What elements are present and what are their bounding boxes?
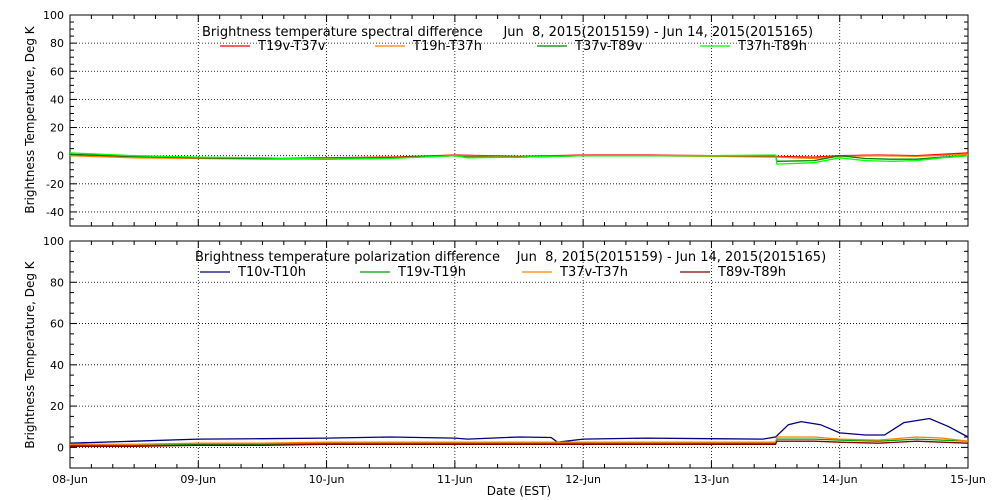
x-tick-label: 10-Jun — [309, 473, 345, 486]
y-tick-label: 100 — [43, 235, 64, 248]
x-tick-label: 13-Jun — [694, 473, 730, 486]
y-axis-label: Brightness Temperature, Deg K — [23, 260, 37, 448]
chart-title: Brightness temperature polarization diff… — [195, 250, 826, 265]
legend-label: T19h-T37h — [412, 39, 482, 54]
legend-label: T19v-T37v — [257, 39, 326, 54]
spectral-difference-panel: Brightness temperature spectral differen… — [23, 9, 969, 227]
x-tick-label: 14-Jun — [822, 473, 858, 486]
legend-label: T10v-T10h — [237, 265, 306, 280]
x-tick-label: 12-Jun — [565, 473, 601, 486]
y-tick-label: 40 — [50, 93, 64, 106]
x-tick-label: 15-Jun — [950, 473, 986, 486]
legend-label: T19v-T19h — [397, 265, 466, 280]
y-tick-label: 60 — [50, 65, 64, 78]
legend-label: T37v-T37h — [559, 265, 628, 280]
plot-frame — [69, 14, 969, 227]
x-tick-label: 08-Jun — [52, 473, 88, 486]
plot-frame — [69, 240, 969, 469]
legend-label: T37h-T89h — [737, 39, 807, 54]
x-axis-label: Date (EST) — [487, 484, 551, 498]
legend-label: T89v-T89h — [717, 265, 786, 280]
x-tick-label: 09-Jun — [180, 473, 216, 486]
legend-label: T37v-T89v — [574, 39, 643, 54]
y-tick-label: 100 — [43, 9, 64, 22]
series-line-t37h-t89h — [69, 152, 969, 165]
y-tick-label: -40 — [46, 206, 64, 219]
y-tick-label: 60 — [50, 318, 64, 331]
y-tick-label: 20 — [50, 122, 64, 135]
y-tick-label: 80 — [50, 276, 64, 289]
series-line-t19v-t19h — [70, 438, 969, 446]
series-line-t89v-t89h — [70, 440, 969, 447]
polarization-difference-panel: Brightness temperature polarization diff… — [23, 235, 986, 498]
y-tick-label: 80 — [50, 37, 64, 50]
y-tick-label: -20 — [46, 178, 64, 191]
x-tick-label: 11-Jun — [437, 473, 473, 486]
y-tick-label: 0 — [57, 441, 64, 454]
y-tick-label: 20 — [50, 400, 64, 413]
y-tick-label: 0 — [57, 150, 64, 163]
y-tick-label: 40 — [50, 359, 64, 372]
series-line-t10v-t10h — [69, 417, 969, 444]
chart-title: Brightness temperature spectral differen… — [202, 25, 813, 40]
y-axis-label: Brightness Temperature, Deg K — [23, 25, 37, 213]
series-line-t37v-t37h — [70, 436, 969, 445]
